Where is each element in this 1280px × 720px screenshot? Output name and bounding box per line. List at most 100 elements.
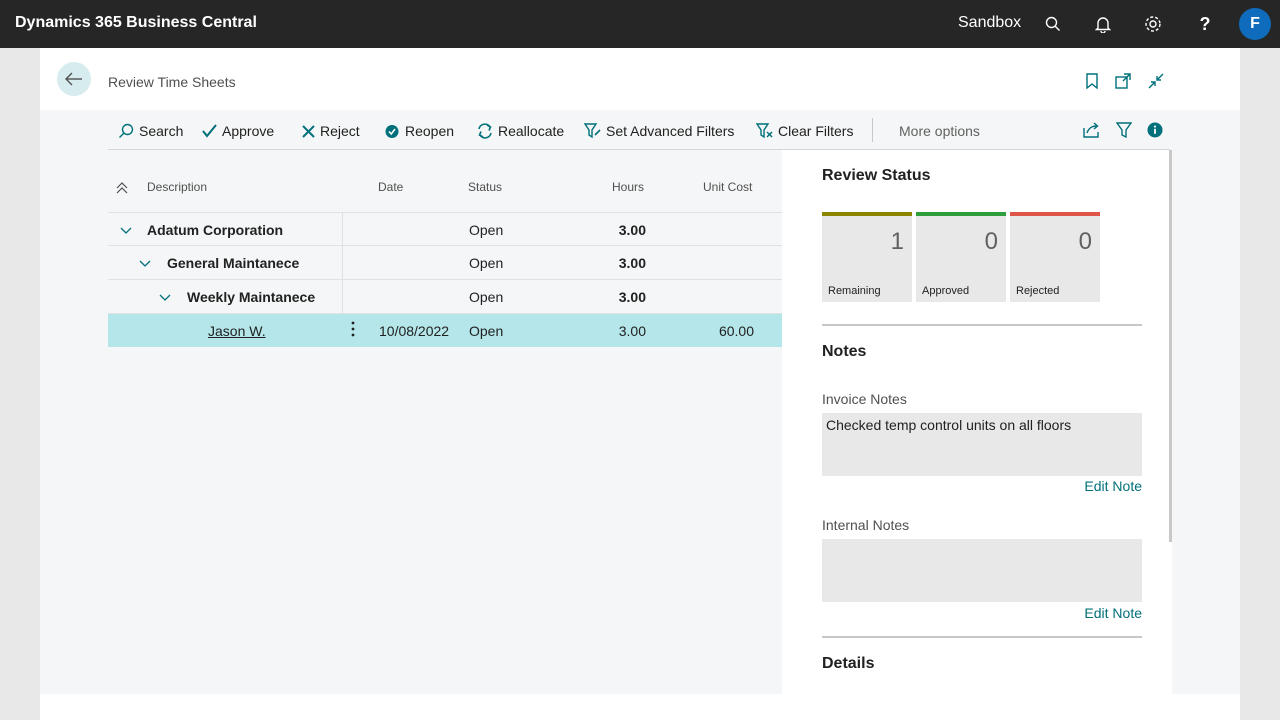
set-advanced-filters-button[interactable]: Set Advanced Filters — [584, 122, 734, 140]
bookmark-icon[interactable] — [1083, 72, 1101, 90]
approve-button[interactable]: Approve — [202, 122, 274, 140]
approve-label: Approve — [222, 123, 275, 139]
row-hours: 3.00 — [618, 222, 646, 238]
row-description: Adatum Corporation — [147, 222, 284, 238]
more-options-button[interactable]: More options — [899, 123, 980, 139]
tile-value: 0 — [1078, 228, 1092, 255]
tile-color-bar — [916, 212, 1006, 216]
reopen-icon — [385, 125, 399, 138]
row-hours: 3.00 — [618, 323, 646, 339]
content-area: Search Approve Reject Reopen Reallocate … — [40, 110, 1240, 694]
time-sheet-grid: Description Date Status Hours Unit Cost … — [108, 150, 782, 694]
collapse-icon[interactable] — [1147, 72, 1165, 90]
remaining-tile[interactable]: 1 Remaining — [822, 212, 912, 302]
column-header-status[interactable]: Status — [468, 180, 503, 194]
section-divider — [822, 636, 1142, 638]
page: Review Time Sheets Search Approve Reject — [40, 48, 1240, 720]
set-advanced-filters-label: Set Advanced Filters — [606, 123, 735, 139]
section-divider — [822, 324, 1142, 326]
clear-filters-button[interactable]: Clear Filters — [756, 122, 853, 140]
row-status: Open — [469, 222, 504, 238]
filter-icon[interactable] — [1115, 121, 1133, 139]
share-icon[interactable] — [1082, 121, 1100, 139]
table-row-selected[interactable]: Jason W. 10/08/2022 Open 3.00 60.00 — [108, 314, 782, 347]
row-status: Open — [469, 255, 504, 271]
row-date: 10/08/2022 — [379, 323, 450, 339]
column-header-unit-cost[interactable]: Unit Cost — [703, 180, 753, 194]
reopen-button[interactable]: Reopen — [384, 122, 454, 140]
search-action-label: Search — [139, 123, 184, 139]
factbox-scrollbar[interactable] — [1169, 150, 1172, 542]
invoice-notes-label: Invoice Notes — [822, 391, 907, 407]
environment-name: Sandbox — [958, 14, 1022, 31]
collapse-all-icon[interactable] — [116, 182, 128, 197]
row-hours: 3.00 — [618, 255, 646, 271]
row-status: Open — [469, 323, 504, 339]
row-description-link[interactable]: Jason W. — [208, 323, 266, 339]
table-row[interactable]: Adatum Corporation Open 3.00 — [108, 212, 782, 247]
gear-icon[interactable] — [1143, 14, 1163, 34]
approved-tile[interactable]: 0 Approved — [916, 212, 1006, 302]
row-description: Weekly Maintanece — [187, 289, 316, 305]
edit-internal-note-link[interactable]: Edit Note — [1084, 605, 1142, 621]
clear-filters-label: Clear Filters — [778, 123, 854, 139]
back-button[interactable] — [57, 62, 91, 96]
arrow-left-icon — [65, 72, 82, 86]
chevron-down-icon[interactable] — [159, 291, 171, 303]
rejected-tile[interactable]: 0 Rejected — [1010, 212, 1100, 302]
reject-label: Reject — [320, 123, 360, 139]
search-icon[interactable] — [1043, 14, 1063, 34]
details-title: Details — [822, 655, 875, 672]
row-unit-cost: 60.00 — [718, 323, 754, 339]
close-icon — [302, 124, 315, 138]
reopen-label: Reopen — [405, 123, 455, 139]
row-actions-icon[interactable] — [351, 321, 355, 340]
page-title: Review Time Sheets — [108, 74, 236, 90]
reject-button[interactable]: Reject — [302, 122, 360, 140]
info-icon[interactable] — [1146, 121, 1164, 139]
chevron-down-icon[interactable] — [120, 224, 132, 236]
column-divider — [342, 280, 343, 314]
open-new-window-icon[interactable] — [1114, 72, 1132, 90]
action-separator — [872, 118, 873, 142]
action-bar: Search Approve Reject Reopen Reallocate … — [108, 110, 1170, 150]
review-status-title: Review Status — [822, 167, 931, 184]
checkmark-icon — [202, 124, 217, 138]
reallocate-label: Reallocate — [498, 123, 565, 139]
tile-value: 0 — [984, 228, 998, 255]
app-title[interactable]: Dynamics 365 Business Central — [15, 14, 257, 31]
column-header-hours[interactable]: Hours — [612, 180, 645, 194]
advanced-filter-icon — [584, 123, 601, 139]
internal-notes-label: Internal Notes — [822, 517, 910, 533]
user-avatar[interactable]: F — [1239, 8, 1271, 40]
row-hours: 3.00 — [618, 289, 646, 305]
column-divider — [342, 213, 343, 247]
tile-color-bar — [822, 212, 912, 216]
table-row[interactable]: Weekly Maintanece Open 3.00 — [108, 280, 782, 314]
tile-value: 1 — [890, 228, 904, 255]
search-action[interactable]: Search — [118, 122, 183, 140]
tile-label: Remaining — [828, 285, 881, 297]
column-header-description[interactable]: Description — [147, 180, 208, 194]
search-icon — [119, 123, 134, 138]
clear-filter-icon — [756, 123, 773, 139]
internal-notes-field[interactable] — [822, 539, 1142, 602]
reallocate-button[interactable]: Reallocate — [477, 122, 564, 140]
factbox-pane: Review Status 1 Remaining 0 Approved 0 R… — [782, 150, 1172, 694]
bell-icon[interactable] — [1093, 14, 1113, 34]
table-row[interactable]: General Maintanece Open 3.00 — [108, 246, 782, 280]
reallocate-icon — [478, 123, 492, 139]
page-header: Review Time Sheets — [40, 48, 1240, 110]
row-description: General Maintanece — [167, 255, 300, 271]
column-divider — [342, 246, 343, 280]
chevron-down-icon[interactable] — [139, 257, 151, 269]
app-top-bar: Dynamics 365 Business Central Sandbox ? … — [0, 0, 1280, 48]
column-header-date[interactable]: Date — [378, 180, 404, 194]
tile-label: Rejected — [1016, 285, 1060, 297]
notes-title: Notes — [822, 343, 867, 360]
edit-invoice-note-link[interactable]: Edit Note — [1084, 478, 1142, 494]
row-status: Open — [469, 289, 504, 305]
tile-label: Approved — [922, 285, 970, 297]
invoice-notes-field[interactable]: Checked temp control units on all floors — [822, 413, 1142, 476]
help-icon[interactable]: ? — [1199, 13, 1211, 34]
